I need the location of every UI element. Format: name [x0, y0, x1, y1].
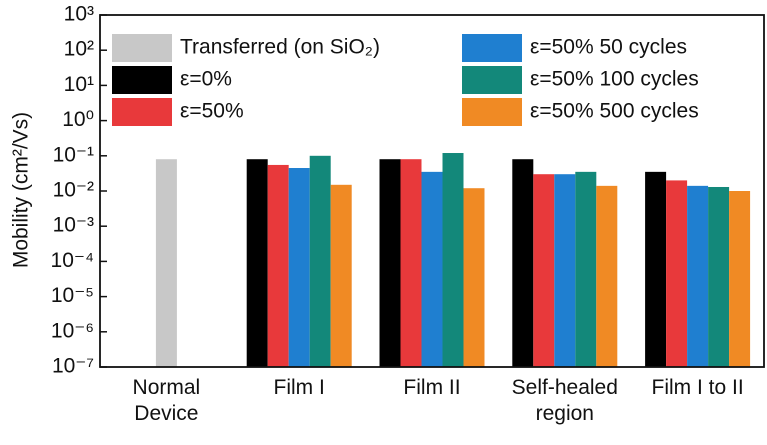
- bar: [596, 185, 618, 367]
- bar: [708, 186, 730, 367]
- bar: [421, 171, 443, 367]
- bar: [463, 188, 485, 367]
- bar: [400, 159, 422, 367]
- plot-frame: [99, 14, 765, 368]
- legend-swatch: [462, 66, 522, 94]
- legend-label: ε=0%: [180, 68, 232, 91]
- bar: [267, 164, 289, 367]
- y-tick-label: 10⁻⁴: [51, 249, 94, 272]
- bar: [554, 174, 576, 367]
- legend-swatch: [462, 34, 522, 62]
- y-tick-label: 10³: [64, 3, 94, 26]
- bar: [575, 171, 597, 367]
- bar: [512, 159, 534, 367]
- legend-label: ε=50% 100 cycles: [530, 68, 699, 91]
- legend-label: ε=50% 50 cycles: [530, 36, 687, 59]
- bar: [288, 168, 310, 367]
- bar: [687, 185, 709, 367]
- bar: [533, 174, 555, 367]
- y-tick-label: 10⁰: [62, 108, 94, 131]
- legend-swatch: [112, 98, 172, 126]
- x-tick-label: Film I: [273, 376, 325, 399]
- y-tick-label: 10⁻⁷: [52, 355, 94, 378]
- y-tick-label: 10⁻⁵: [51, 284, 94, 307]
- legend-label: Transferred (on SiO₂): [180, 36, 380, 59]
- y-tick-label: 10⁻³: [53, 214, 94, 237]
- legend-label: ε=50% 500 cycles: [530, 100, 699, 123]
- bar: [666, 180, 688, 367]
- y-tick-label: 10⁻²: [53, 179, 94, 202]
- bar: [309, 155, 331, 367]
- x-tick-label: Film II: [403, 376, 461, 399]
- x-tick-label: Film I to II: [651, 376, 744, 399]
- x-tick-label: Normal Device: [132, 376, 201, 425]
- bar: [729, 191, 751, 367]
- bar: [645, 171, 667, 367]
- legend-swatch: [462, 98, 522, 126]
- y-tick-label: 10⁻¹: [53, 143, 94, 166]
- legend-label: ε=50%: [180, 100, 244, 123]
- y-axis-label: Mobility (cm²/Vs): [10, 112, 33, 268]
- y-tick-label: 10²: [64, 38, 94, 61]
- legend-swatch: [112, 34, 172, 62]
- y-tick-label: 10⁻⁶: [51, 319, 94, 342]
- x-tick-label: Self-healed region: [511, 376, 618, 425]
- y-tick-label: 10¹: [64, 73, 94, 96]
- bar: [155, 159, 177, 367]
- legend-swatch: [112, 66, 172, 94]
- bar: [246, 159, 268, 367]
- bar: [330, 184, 352, 367]
- bar: [442, 153, 464, 367]
- bar: [379, 159, 401, 367]
